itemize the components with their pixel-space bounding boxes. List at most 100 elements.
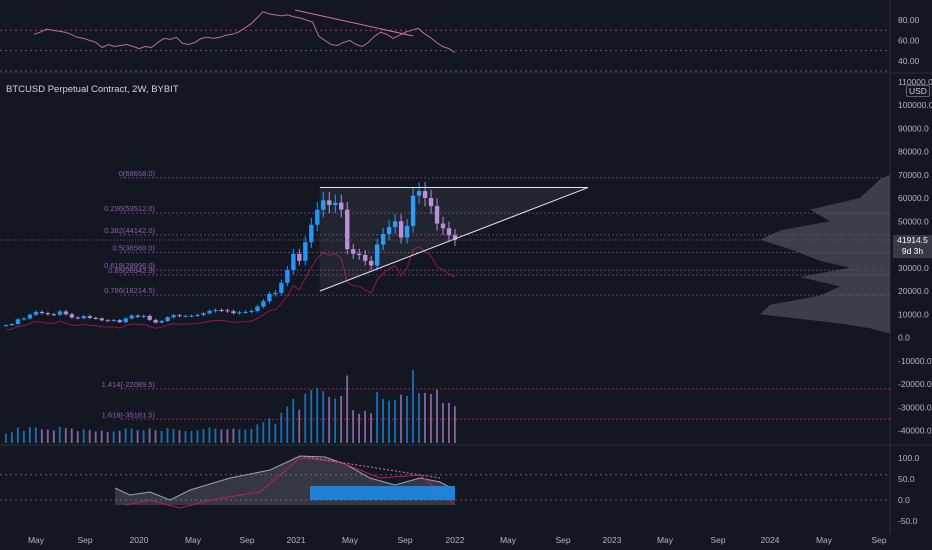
volume-bar	[70, 428, 73, 443]
volume-bar	[376, 392, 378, 443]
volume-bar	[124, 428, 127, 443]
price-tick-label: 0.0	[898, 333, 910, 343]
candle-body	[123, 318, 128, 323]
candle-body	[75, 317, 81, 319]
candle-body	[243, 311, 248, 313]
candle-body	[189, 315, 194, 317]
rsi-tick-label: 80.00	[898, 15, 920, 25]
candle-body	[291, 253, 296, 271]
volume-bar	[244, 429, 247, 443]
volume-bar	[190, 430, 193, 443]
candle-body	[333, 202, 338, 205]
candle-body	[159, 320, 164, 323]
candle-body	[219, 310, 224, 312]
volume-bar	[418, 393, 420, 443]
rsi-tick-label: 40.00	[898, 56, 920, 66]
volume-bar	[352, 410, 355, 443]
price-axis[interactable]: 110000.0 100000.0 90000.0 80000.0 70000.0 600…	[898, 15, 932, 526]
currency-badge[interactable]: USD	[906, 85, 930, 97]
candle-body	[195, 314, 200, 316]
candle-body	[237, 312, 242, 314]
volume-bar	[286, 406, 289, 443]
candle-body	[51, 314, 57, 316]
price-tick-label: 50000.0	[898, 216, 929, 226]
candle-body	[386, 227, 392, 235]
volume-bar	[10, 432, 13, 443]
rsi-line	[33, 11, 456, 54]
volume-bar	[154, 430, 157, 443]
volume-bar	[412, 369, 414, 443]
volume-bar	[178, 430, 181, 443]
time-tick-label: May	[657, 535, 674, 545]
volume-bar	[88, 429, 91, 443]
time-tick-label: 2021	[287, 535, 306, 545]
candle-body	[27, 314, 33, 319]
current-price-tag: 41914.5 9d 3h	[893, 235, 932, 258]
candle-body	[171, 315, 176, 318]
time-tick-label: Sep	[871, 535, 886, 545]
candle-body	[99, 318, 104, 321]
candle-body	[392, 221, 398, 228]
triangle-support-line	[319, 187, 589, 292]
candle-body	[213, 310, 218, 312]
volume-bar	[358, 413, 361, 443]
fib-level-label: 0.618(28996.0)	[104, 261, 155, 270]
time-axis[interactable]: May Sep 2020 May Sep 2021 May Sep 2022 May Sep 2023…	[28, 535, 887, 545]
bar-countdown: 9d 3h	[901, 245, 924, 256]
candle-body	[39, 311, 45, 314]
candle-body	[225, 310, 230, 312]
volume-bar	[256, 424, 259, 443]
candle-body	[434, 206, 440, 224]
candle-body	[45, 313, 51, 315]
candle-body	[321, 200, 326, 210]
time-tick-label: May	[500, 535, 517, 545]
candle-body	[428, 198, 434, 207]
candle-body	[345, 209, 350, 250]
price-tick-label: -40000.0	[898, 426, 932, 436]
time-tick-label: Sep	[555, 535, 570, 545]
candle-body	[105, 320, 110, 322]
time-tick-label: 2024	[761, 535, 780, 545]
price-tick-label: 70000.0	[898, 170, 929, 180]
candle-body	[446, 228, 452, 236]
triangle-drawing[interactable]	[0, 187, 890, 292]
candle-body	[363, 254, 368, 261]
volume-bar	[94, 431, 97, 443]
candle-body	[452, 235, 458, 241]
macd-histogram-block	[310, 486, 455, 500]
fib-level-label: 1.414(-22089.5)	[102, 380, 156, 389]
candle-body	[81, 316, 87, 319]
candle-body	[183, 315, 188, 317]
volume-bar	[172, 429, 175, 443]
volume-bar	[430, 393, 432, 443]
candle-body	[368, 260, 374, 266]
rsi-tick-label: 60.00	[898, 35, 920, 45]
price-tick-label: 110000.0	[898, 77, 932, 87]
volume-bar	[166, 428, 169, 443]
fib-level-label: 0.786(18214.5)	[104, 286, 155, 295]
candle-body	[380, 234, 386, 245]
volume-bar	[28, 427, 31, 443]
candle-body	[201, 313, 206, 315]
candle-body	[231, 311, 236, 314]
volume-bar	[196, 430, 199, 443]
time-tick-label: May	[816, 535, 833, 545]
candle-body	[315, 209, 320, 225]
volume-bar	[76, 431, 79, 443]
volume-bar	[118, 430, 121, 443]
candle-body	[374, 244, 380, 266]
volume-bar	[130, 428, 133, 443]
volume-bar	[442, 403, 444, 443]
candle-body	[69, 314, 75, 318]
candle-body	[63, 311, 69, 315]
candle-body	[165, 317, 170, 321]
fibonacci-retracement[interactable]: 0(68658.0) 0.236(53512.0) 0.382(44142.0) 0.…	[102, 169, 890, 420]
time-tick-label: 2023	[603, 535, 622, 545]
candle-body	[297, 253, 302, 261]
volume-bar	[238, 429, 241, 443]
volume-bar	[388, 400, 390, 443]
volume-bar	[100, 430, 103, 443]
volume-bar	[40, 429, 43, 443]
candle-body	[135, 315, 140, 317]
